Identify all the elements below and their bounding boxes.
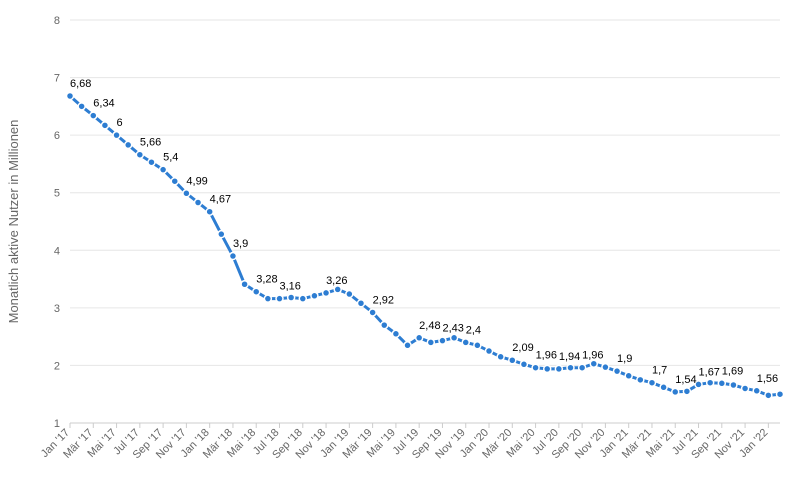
- value-label: 3,16: [280, 281, 301, 293]
- data-marker: [218, 231, 225, 238]
- series-line: [70, 96, 780, 395]
- value-label: 2,09: [512, 342, 533, 354]
- data-marker: [718, 380, 725, 387]
- data-marker: [555, 365, 562, 372]
- value-label: 5,4: [163, 152, 178, 164]
- value-label: 3,9: [233, 238, 248, 250]
- data-marker: [195, 199, 202, 206]
- data-marker: [113, 132, 120, 139]
- value-label: 6: [117, 117, 123, 129]
- y-tick-label: 4: [54, 245, 60, 257]
- data-marker: [381, 322, 388, 329]
- data-marker: [567, 364, 574, 371]
- value-label: 2,4: [466, 324, 481, 336]
- data-marker: [742, 385, 749, 392]
- data-marker: [637, 376, 644, 383]
- value-label: 6,34: [93, 98, 114, 110]
- value-label: 4,67: [210, 194, 231, 206]
- data-marker: [532, 364, 539, 371]
- value-label: 2,48: [419, 320, 440, 332]
- value-label: 1,96: [582, 350, 603, 362]
- data-marker: [648, 379, 655, 386]
- data-marker: [346, 291, 353, 298]
- data-marker: [299, 295, 306, 302]
- data-marker: [357, 300, 364, 307]
- data-marker: [125, 141, 132, 148]
- data-marker: [171, 178, 178, 185]
- data-marker: [206, 208, 213, 215]
- data-marker: [101, 122, 108, 129]
- data-marker: [683, 388, 690, 395]
- data-marker: [241, 281, 248, 288]
- data-marker: [614, 368, 621, 375]
- value-label: 3,28: [256, 274, 277, 286]
- value-label: 1,96: [536, 350, 557, 362]
- value-label: 1,56: [757, 373, 778, 385]
- y-axis-title: Monatlich aktive Nutzer in Millionen: [6, 120, 21, 324]
- data-marker: [451, 334, 458, 341]
- data-marker: [730, 382, 737, 389]
- data-marker: [660, 384, 667, 391]
- data-marker: [777, 391, 784, 398]
- data-marker: [520, 361, 527, 368]
- data-marker: [334, 286, 341, 293]
- value-label: 1,67: [699, 366, 720, 378]
- value-label: 1,69: [722, 365, 743, 377]
- value-label: 1,94: [559, 351, 580, 363]
- data-marker: [474, 342, 481, 349]
- data-marker: [707, 379, 714, 386]
- line-chart: 12345678Jan '17Mär '17Mai '17Jul '17Sep …: [0, 0, 800, 503]
- value-label: 5,66: [140, 137, 161, 149]
- data-marker: [416, 334, 423, 341]
- y-tick-label: 7: [54, 73, 60, 85]
- data-marker: [544, 365, 551, 372]
- value-label: 3,26: [326, 275, 347, 287]
- data-marker: [486, 348, 493, 355]
- data-marker: [497, 353, 504, 360]
- data-marker: [323, 289, 330, 296]
- data-marker: [369, 309, 376, 316]
- data-marker: [276, 295, 283, 302]
- y-tick-label: 1: [54, 418, 60, 430]
- data-marker: [672, 388, 679, 395]
- y-tick-label: 6: [54, 130, 60, 142]
- data-marker: [67, 92, 74, 99]
- value-label: 1,9: [617, 353, 632, 365]
- data-marker: [78, 103, 85, 110]
- data-marker: [427, 339, 434, 346]
- data-marker: [602, 364, 609, 371]
- data-marker: [264, 295, 271, 302]
- data-marker: [753, 387, 760, 394]
- data-marker: [136, 151, 143, 158]
- value-label: 2,43: [442, 323, 463, 335]
- data-marker: [579, 364, 586, 371]
- value-label: 4,99: [186, 175, 207, 187]
- data-marker: [439, 337, 446, 344]
- data-marker: [462, 339, 469, 346]
- data-marker: [229, 253, 236, 260]
- y-tick-label: 3: [54, 303, 60, 315]
- data-marker: [288, 294, 295, 301]
- value-label: 1,54: [675, 374, 696, 386]
- y-tick-label: 2: [54, 360, 60, 372]
- data-marker: [253, 288, 260, 295]
- data-marker: [148, 159, 155, 166]
- value-label: 6,68: [70, 78, 91, 90]
- data-marker: [392, 330, 399, 337]
- data-marker: [509, 357, 516, 364]
- data-marker: [404, 342, 411, 349]
- chart-svg: 12345678Jan '17Mär '17Mai '17Jul '17Sep …: [0, 0, 800, 503]
- value-label: 1,7: [652, 365, 667, 377]
- data-marker: [311, 292, 318, 299]
- data-marker: [625, 372, 632, 379]
- data-marker: [90, 112, 97, 119]
- value-label: 2,92: [373, 294, 394, 306]
- y-tick-label: 5: [54, 188, 60, 200]
- data-marker: [160, 166, 167, 173]
- y-tick-label: 8: [54, 15, 60, 27]
- data-marker: [765, 392, 772, 399]
- data-marker: [183, 190, 190, 197]
